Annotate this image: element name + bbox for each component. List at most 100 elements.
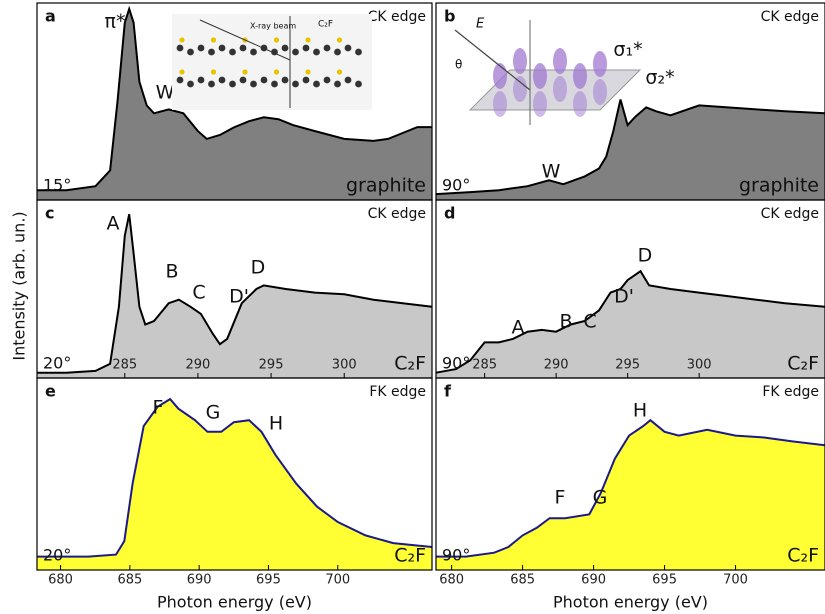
sample-label: graphite <box>346 175 426 197</box>
peak-label: B <box>165 261 178 283</box>
inset-atom <box>176 44 184 52</box>
edge-label: CK edge <box>761 206 819 222</box>
x-tick-label: 290 <box>186 358 211 373</box>
x-axis-label: Photon energy (eV) <box>157 593 312 612</box>
x-tick-label: 680 <box>439 573 464 588</box>
panel: 680 685 690 695 700 Photon energy (eV) f FK edg… <box>435 377 825 612</box>
peak-label: H <box>269 413 283 435</box>
inset-fluorine <box>273 69 280 75</box>
panels: a CK edge 15° graphite π* W X-ray beam C₂F b CK e… <box>36 2 825 612</box>
peak-label: C <box>583 311 596 333</box>
peak-label: F <box>153 397 164 419</box>
inset-atom <box>176 76 184 84</box>
inset-atom <box>208 80 215 88</box>
sample-label: graphite <box>739 175 819 197</box>
inset-atom <box>187 48 194 56</box>
inset-fluorine <box>179 69 185 75</box>
inset-beam <box>199 19 291 61</box>
peak-label: G <box>593 487 608 509</box>
inset-orbital <box>533 63 547 89</box>
angle-label: 15° <box>43 176 71 195</box>
inset-fluorine <box>242 69 248 75</box>
spectrum-line <box>435 99 825 196</box>
inset-atom <box>187 80 194 88</box>
spectrum-line <box>435 269 825 374</box>
panel: a CK edge 15° graphite π* W X-ray beam C₂F <box>36 2 433 201</box>
peak-label: D <box>251 257 266 279</box>
panel: 285 290 295 300 d CK edge 90° C₂F A B C D'D <box>435 199 825 379</box>
angle-label: 90° <box>442 546 470 565</box>
x-tick-label: 295 <box>259 358 284 373</box>
inset-atom <box>323 76 331 84</box>
edge-label: CK edge <box>368 206 426 222</box>
inset-atom <box>218 44 226 52</box>
peak-label: σ₁* <box>613 39 642 61</box>
inset-fluorine <box>305 37 311 43</box>
x-tick-label: 700 <box>325 573 350 588</box>
panel-letter: d <box>444 204 455 223</box>
x-tick-label: 295 <box>615 358 640 373</box>
spectrum-line <box>37 397 433 558</box>
inset-atom <box>250 80 257 88</box>
panel-frame <box>435 377 825 571</box>
panel-letter: c <box>45 204 54 223</box>
peak-label: D' <box>229 286 249 308</box>
peak-label: D <box>638 245 653 267</box>
inset-atom <box>208 48 215 56</box>
inset-fluorine <box>179 37 185 43</box>
peak-label: H <box>633 400 647 422</box>
inset-background <box>172 14 372 110</box>
x-tick-label: 285 <box>112 358 137 373</box>
inset-atom <box>250 48 257 56</box>
inset-orbital <box>593 79 607 105</box>
area-fill <box>37 8 432 201</box>
inset-label: C₂F <box>318 20 333 30</box>
x-tick-label: 700 <box>723 573 748 588</box>
spectrum-line <box>436 418 825 558</box>
inset-fluorine <box>336 69 343 75</box>
x-tick-label: 285 <box>472 358 497 373</box>
x-tick-label: 695 <box>652 573 677 588</box>
x-tick-label: 685 <box>117 573 142 588</box>
angle-label: 90° <box>442 176 470 195</box>
edge-label: CK edge <box>368 9 426 25</box>
inset-atom <box>292 80 299 88</box>
inset-atom <box>334 80 341 88</box>
peak-label: σ₂* <box>645 67 674 89</box>
peak-label: C <box>192 282 205 304</box>
x-tick-label: 300 <box>687 358 712 373</box>
x-tick-label: 680 <box>48 573 73 588</box>
panel: 285 290 295 300 c CK edge 20° C₂F A BC D'D <box>36 199 433 379</box>
x-tick-label: 695 <box>256 573 281 588</box>
inset-atom <box>239 76 247 84</box>
angle-label: 90° <box>442 354 470 373</box>
inset-atom <box>302 44 310 52</box>
inset-atom <box>313 48 320 56</box>
panel-letter: e <box>45 382 56 401</box>
inset-orbital <box>573 91 587 117</box>
peak-label: G <box>206 402 221 424</box>
inset-orbital <box>493 91 507 117</box>
peak-label: F <box>555 487 566 509</box>
inset-atom <box>334 48 341 56</box>
area-fill <box>436 271 825 378</box>
inset-orbital <box>493 63 507 89</box>
inset-orbital <box>533 91 547 117</box>
edge-label: CK edge <box>761 9 819 25</box>
x-tick-label: 290 <box>544 358 569 373</box>
panel: 680 685 690 695 700 Photon energy (eV) e FK edg… <box>36 377 433 612</box>
panel-frame <box>36 377 433 571</box>
inset-atom <box>281 76 289 84</box>
inset-atom <box>344 44 352 52</box>
sample-label: C₂F <box>787 353 819 375</box>
inset-fluorine <box>305 69 311 75</box>
peak-label: W <box>156 82 175 104</box>
inset-fluorine <box>273 37 280 43</box>
x-axis-label: Photon energy (eV) <box>553 593 708 612</box>
spectrum-line <box>37 5 432 192</box>
area-fill <box>436 99 825 200</box>
panel-letter: f <box>444 382 452 401</box>
inset-atom <box>355 48 362 56</box>
peak-label: B <box>559 311 572 333</box>
inset-atom <box>197 44 205 52</box>
